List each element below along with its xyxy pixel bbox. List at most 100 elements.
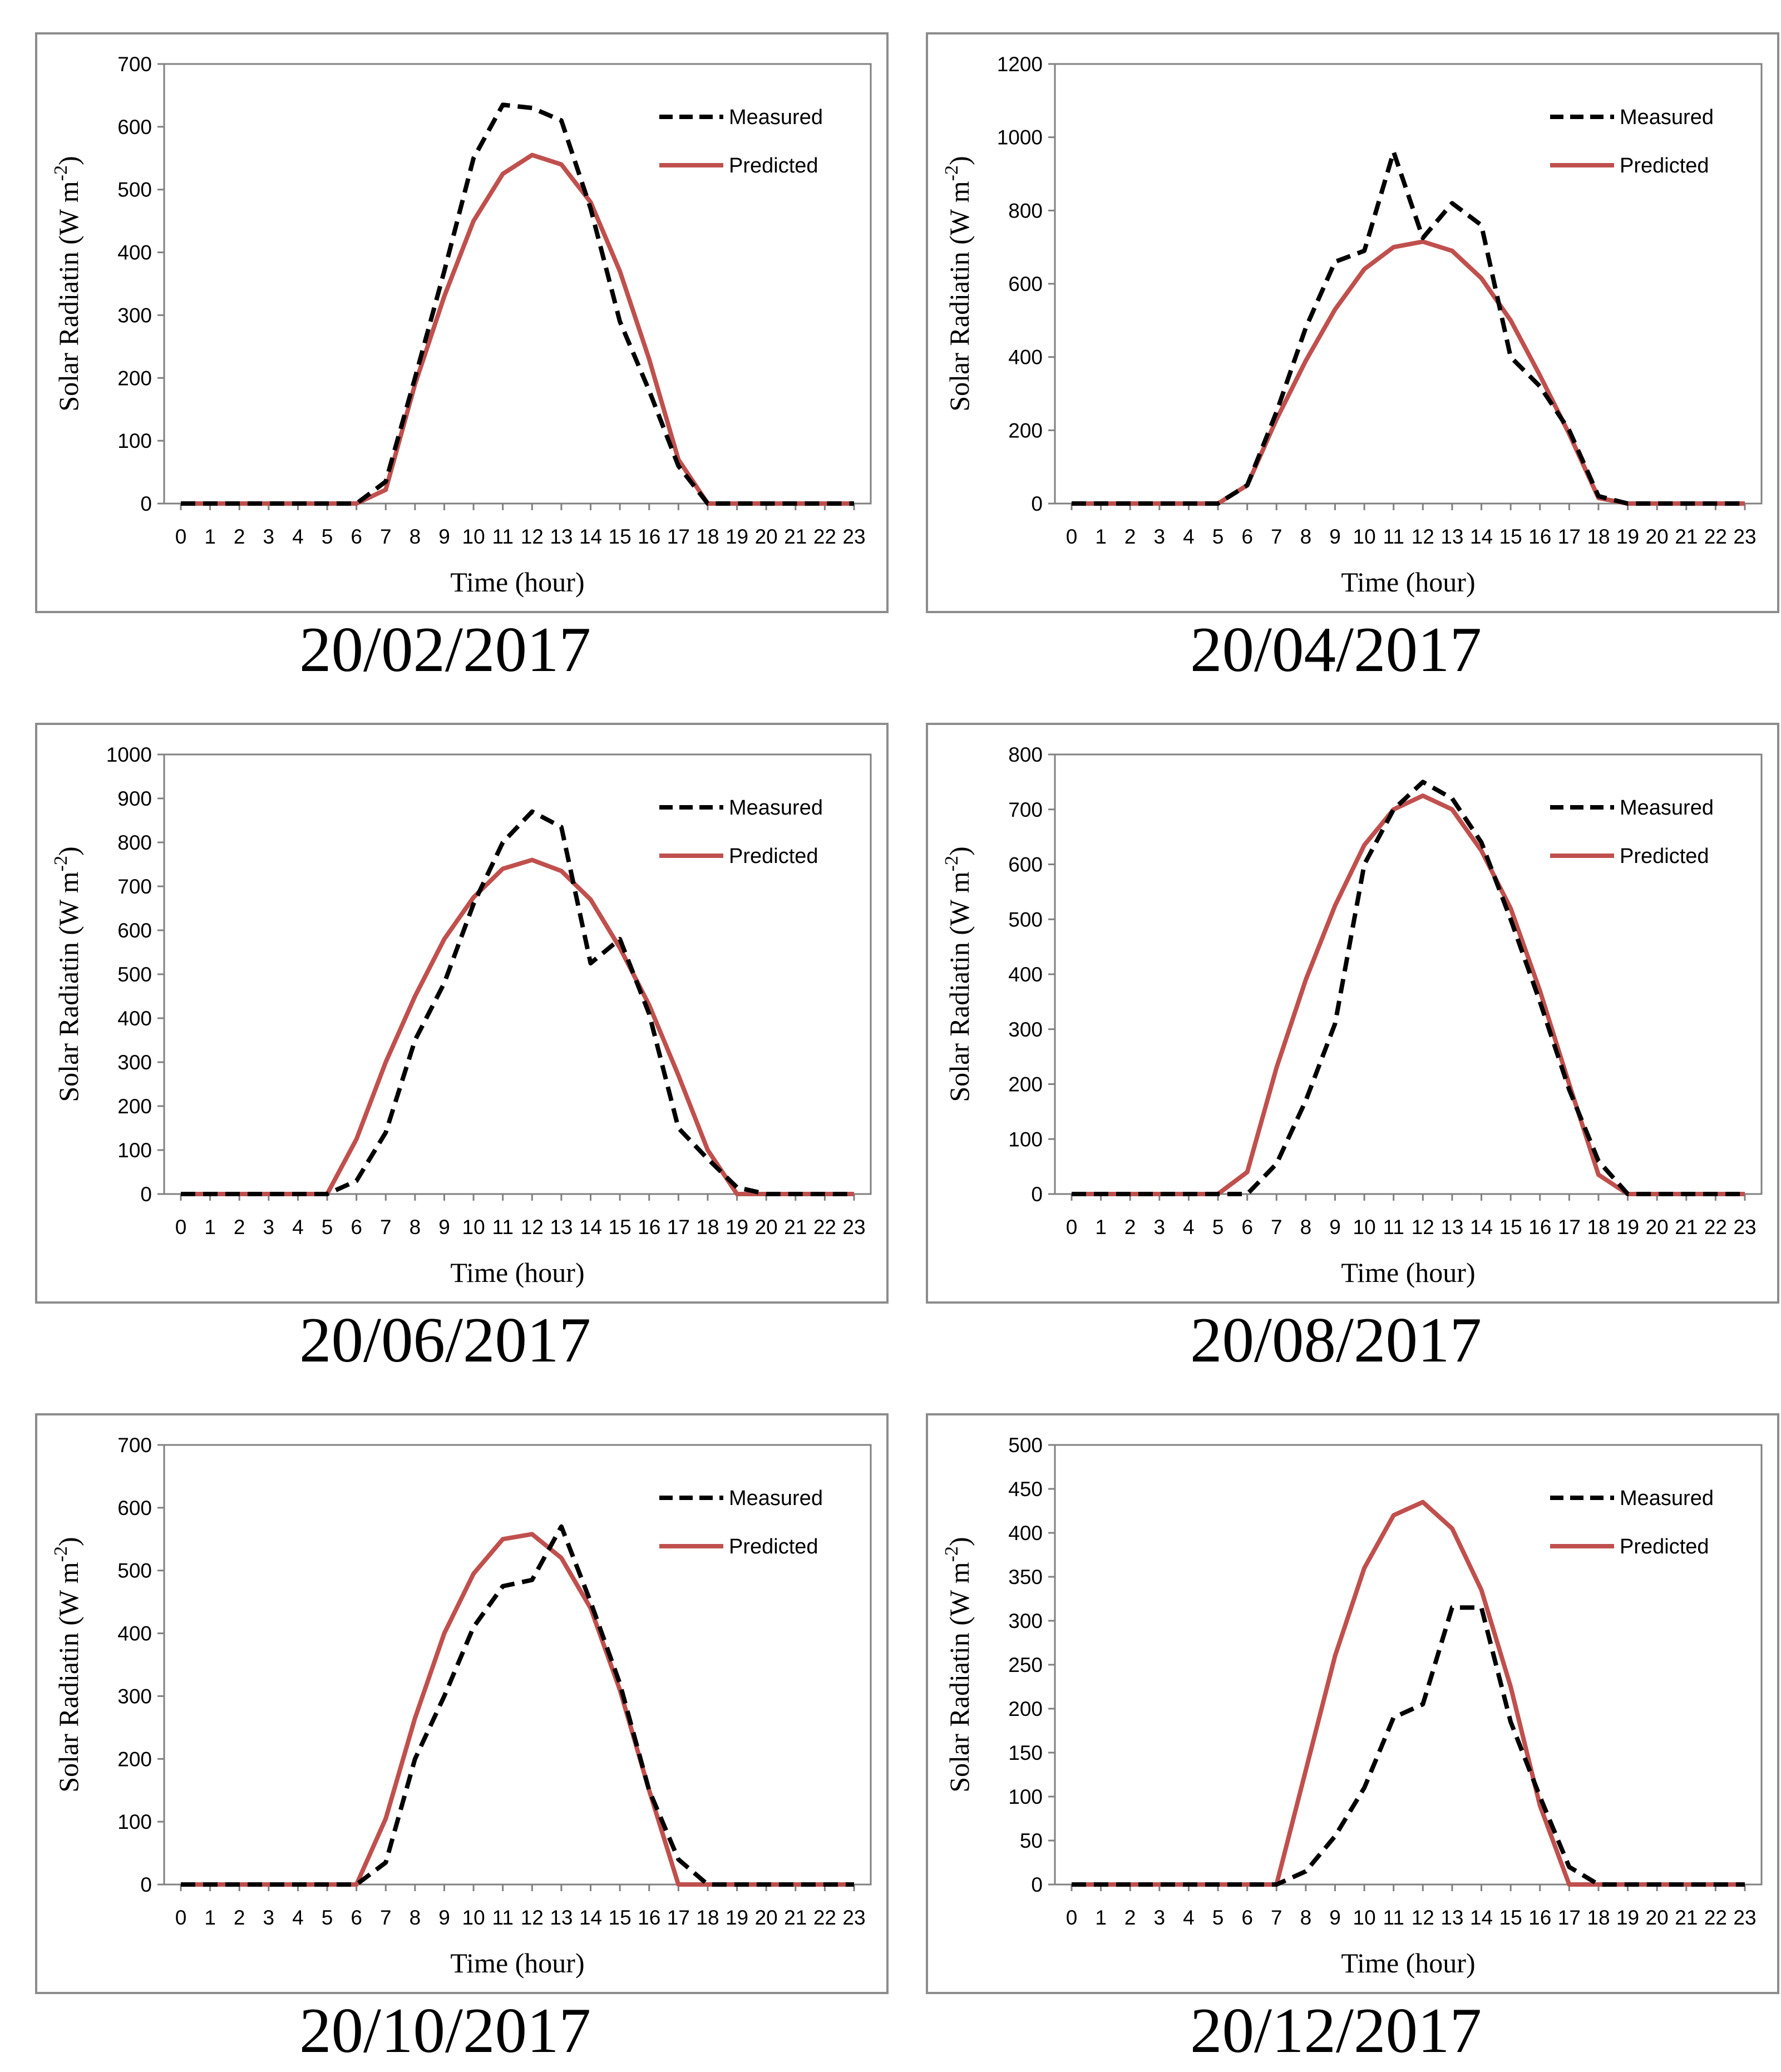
y-axis-title: Solar Radiatin (W m-2)	[941, 1537, 975, 1792]
x-tick-label: 4	[1183, 1906, 1195, 1929]
x-tick-label: 10	[1353, 525, 1376, 548]
plot-area	[163, 753, 872, 1195]
y-tick-label: 800	[1008, 199, 1043, 222]
x-tick-label: 10	[1353, 1216, 1376, 1239]
x-tick-label: 9	[438, 525, 450, 548]
x-tick-label: 9	[438, 1906, 450, 1929]
x-tick-label: 18	[1587, 1906, 1610, 1929]
x-tick-label: 19	[1616, 1216, 1639, 1239]
x-tick-label: 15	[1499, 525, 1522, 548]
x-tick-label: 4	[292, 1906, 304, 1929]
chart-panel-1: 0 100 200 300 400 500 600 700 0 1 2 3 4 5 6 7 8 9 10 11 12 13…	[0, 0, 890, 690]
x-tick-label: 13	[1440, 1906, 1463, 1929]
x-tick-label: 16	[638, 1906, 660, 1929]
y-tick-label: 700	[117, 1434, 152, 1457]
y-tick-label: 500	[117, 179, 152, 201]
x-tick-label: 19	[726, 525, 748, 548]
legend-measured-label: Measured	[1620, 796, 1714, 820]
x-tick-label: 10	[462, 1216, 485, 1239]
y-tick-label: 450	[1008, 1478, 1043, 1501]
x-tick-label: 14	[579, 1906, 602, 1929]
y-tick-label: 300	[117, 304, 152, 327]
x-tick-label: 17	[1558, 1906, 1581, 1929]
y-tick-label: 500	[117, 963, 152, 986]
x-tick-label: 17	[1558, 525, 1581, 548]
x-tick-label: 18	[1587, 525, 1610, 548]
y-tick-label: 400	[1008, 963, 1043, 986]
x-tick-label: 18	[696, 1906, 719, 1929]
y-tick-label: 250	[1008, 1654, 1043, 1676]
x-axis-title: Time (hour)	[450, 566, 584, 598]
x-tick-label: 23	[1733, 1216, 1756, 1239]
y-tick-label: 800	[117, 831, 152, 854]
x-tick-label: 2	[1124, 525, 1136, 548]
y-tick-label: 500	[1008, 1434, 1043, 1457]
x-tick-label: 5	[322, 525, 333, 548]
x-tick-label: 3	[1154, 525, 1166, 548]
plot-area	[1054, 63, 1763, 505]
x-tick-label: 2	[234, 1216, 245, 1239]
x-tick-label: 7	[1271, 1216, 1282, 1239]
series-measured-line	[1072, 780, 1745, 1196]
x-tick-label: 20	[1646, 1906, 1669, 1929]
x-tick-label: 13	[550, 1216, 573, 1239]
y-tick-label: 200	[117, 367, 152, 389]
series-predicted-line	[1072, 239, 1745, 506]
x-tick-label: 3	[1154, 1216, 1166, 1239]
y-tick-label: 300	[117, 1685, 152, 1708]
y-tick-label: 400	[117, 1622, 152, 1645]
x-tick-label: 11	[492, 1906, 513, 1929]
x-tick-label: 19	[1616, 1906, 1639, 1929]
x-tick-label: 22	[813, 1906, 836, 1929]
x-tick-label: 21	[784, 1216, 807, 1239]
x-axis-title: Time (hour)	[1341, 1947, 1475, 1979]
legend-predicted-label: Predicted	[729, 845, 818, 868]
x-tick-label: 14	[1470, 525, 1493, 548]
x-tick-label: 23	[1733, 525, 1756, 548]
x-tick-label: 23	[842, 1216, 865, 1239]
x-tick-label: 16	[638, 525, 660, 548]
x-tick-label: 1	[1095, 1906, 1107, 1929]
date-caption: 20/10/2017	[299, 1995, 591, 2066]
y-tick-label: 400	[117, 241, 152, 264]
x-tick-label: 5	[1212, 1906, 1224, 1929]
series-measured-line	[1072, 150, 1745, 506]
chart-frame	[35, 723, 889, 1304]
y-tick-label: 200	[1008, 1073, 1043, 1096]
y-tick-label: 300	[117, 1051, 152, 1074]
y-tick-label: 0	[1031, 492, 1043, 515]
x-tick-label: 21	[1675, 525, 1698, 548]
y-tick-label: 150	[1008, 1742, 1043, 1764]
x-tick-label: 8	[1300, 1216, 1312, 1239]
x-tick-label: 20	[755, 525, 778, 548]
x-axis-title: Time (hour)	[450, 1257, 584, 1288]
y-tick-label: 900	[117, 787, 152, 810]
x-tick-label: 11	[492, 525, 513, 548]
x-tick-label: 2	[234, 525, 245, 548]
y-tick-label: 400	[117, 1007, 152, 1030]
x-tick-label: 10	[462, 1906, 485, 1929]
series-predicted-line	[1072, 1499, 1745, 1887]
y-tick-label: 0	[140, 492, 152, 515]
y-tick-label: 1000	[997, 126, 1043, 149]
y-tick-label: 300	[1008, 1018, 1043, 1041]
x-tick-label: 22	[1704, 1906, 1727, 1929]
x-tick-label: 15	[1499, 1216, 1522, 1239]
series-measured-line	[181, 809, 854, 1196]
x-tick-label: 5	[322, 1216, 333, 1239]
series-predicted-line	[181, 152, 854, 506]
x-tick-label: 4	[1183, 525, 1195, 548]
chart-panel-6: 0 50 100 150 200 250 300 350 400 450 500 0 1 2 3 4 5 6 7 8 9…	[891, 1381, 1781, 2071]
x-tick-label: 9	[438, 1216, 450, 1239]
series-predicted-line	[181, 857, 854, 1196]
x-tick-label: 17	[667, 525, 690, 548]
x-tick-label: 18	[1587, 1216, 1610, 1239]
y-tick-label: 100	[117, 430, 152, 452]
x-tick-label: 8	[410, 1906, 421, 1929]
x-tick-label: 22	[813, 1216, 836, 1239]
x-tick-label: 8	[410, 525, 421, 548]
x-tick-label: 3	[263, 1216, 275, 1239]
plot-area	[1054, 753, 1763, 1195]
x-tick-label: 11	[492, 1216, 513, 1239]
x-tick-label: 17	[667, 1906, 690, 1929]
